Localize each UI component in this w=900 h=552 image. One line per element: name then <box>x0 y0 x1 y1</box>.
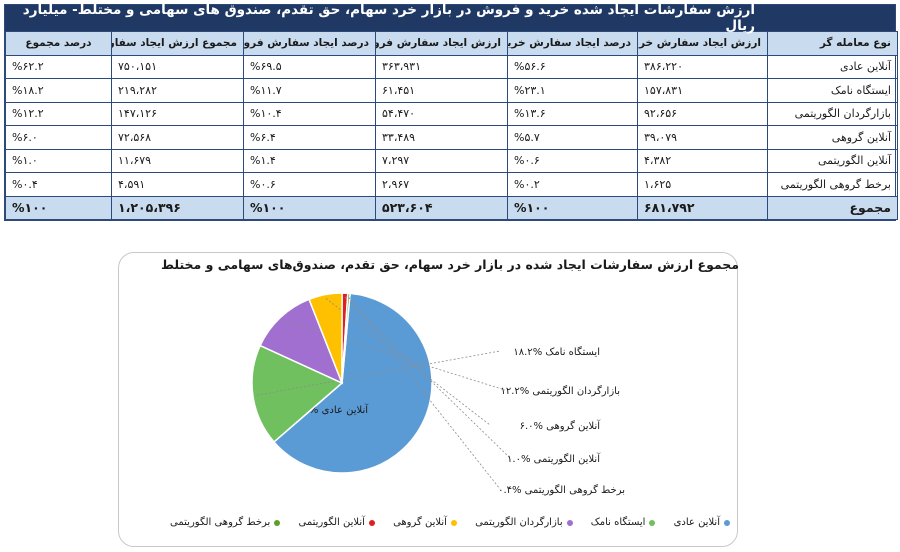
slice-label: آنلاین الگوریتمی %۱.۰ <box>507 452 601 465</box>
legend-item: برخط گروهی الگوریتمی <box>170 517 280 528</box>
legend-label: برخط گروهی الگوریتمی <box>170 517 270 528</box>
legend-item: بازارگردان الگوریتمی <box>475 517 573 528</box>
legend-label: بازارگردان الگوریتمی <box>475 517 563 528</box>
slice-label: برخط گروهی الگوریتمی %۰.۴ <box>498 484 625 496</box>
legend-swatch <box>724 520 730 526</box>
slice-label: بازارگردان الگوریتمی %۱۲.۲ <box>500 385 620 397</box>
slice-label: ایستگاه نامک %۱۸.۲ <box>513 346 600 358</box>
chart-legend: آنلاین عادی ایستگاه نامک بازارگردان الگوری… <box>170 517 730 528</box>
legend-label: آنلاین الگوریتمی <box>299 517 365 528</box>
slice-label: آنلاین گروهی %۶.۰ <box>520 419 602 432</box>
legend-swatch <box>274 520 280 526</box>
legend-swatch <box>369 520 375 526</box>
legend-item: آنلاین الگوریتمی <box>299 517 375 528</box>
legend-item: آنلاین گروهی <box>393 517 457 528</box>
legend-swatch <box>649 520 655 526</box>
legend-swatch <box>567 520 573 526</box>
legend-item: ایستگاه نامک <box>591 517 656 528</box>
legend-label: ایستگاه نامک <box>591 517 646 528</box>
legend-item: آنلاین عادی <box>674 517 730 528</box>
legend-label: آنلاین گروهی <box>393 517 447 528</box>
legend-swatch <box>451 520 457 526</box>
legend-label: آنلاین عادی <box>674 517 720 528</box>
